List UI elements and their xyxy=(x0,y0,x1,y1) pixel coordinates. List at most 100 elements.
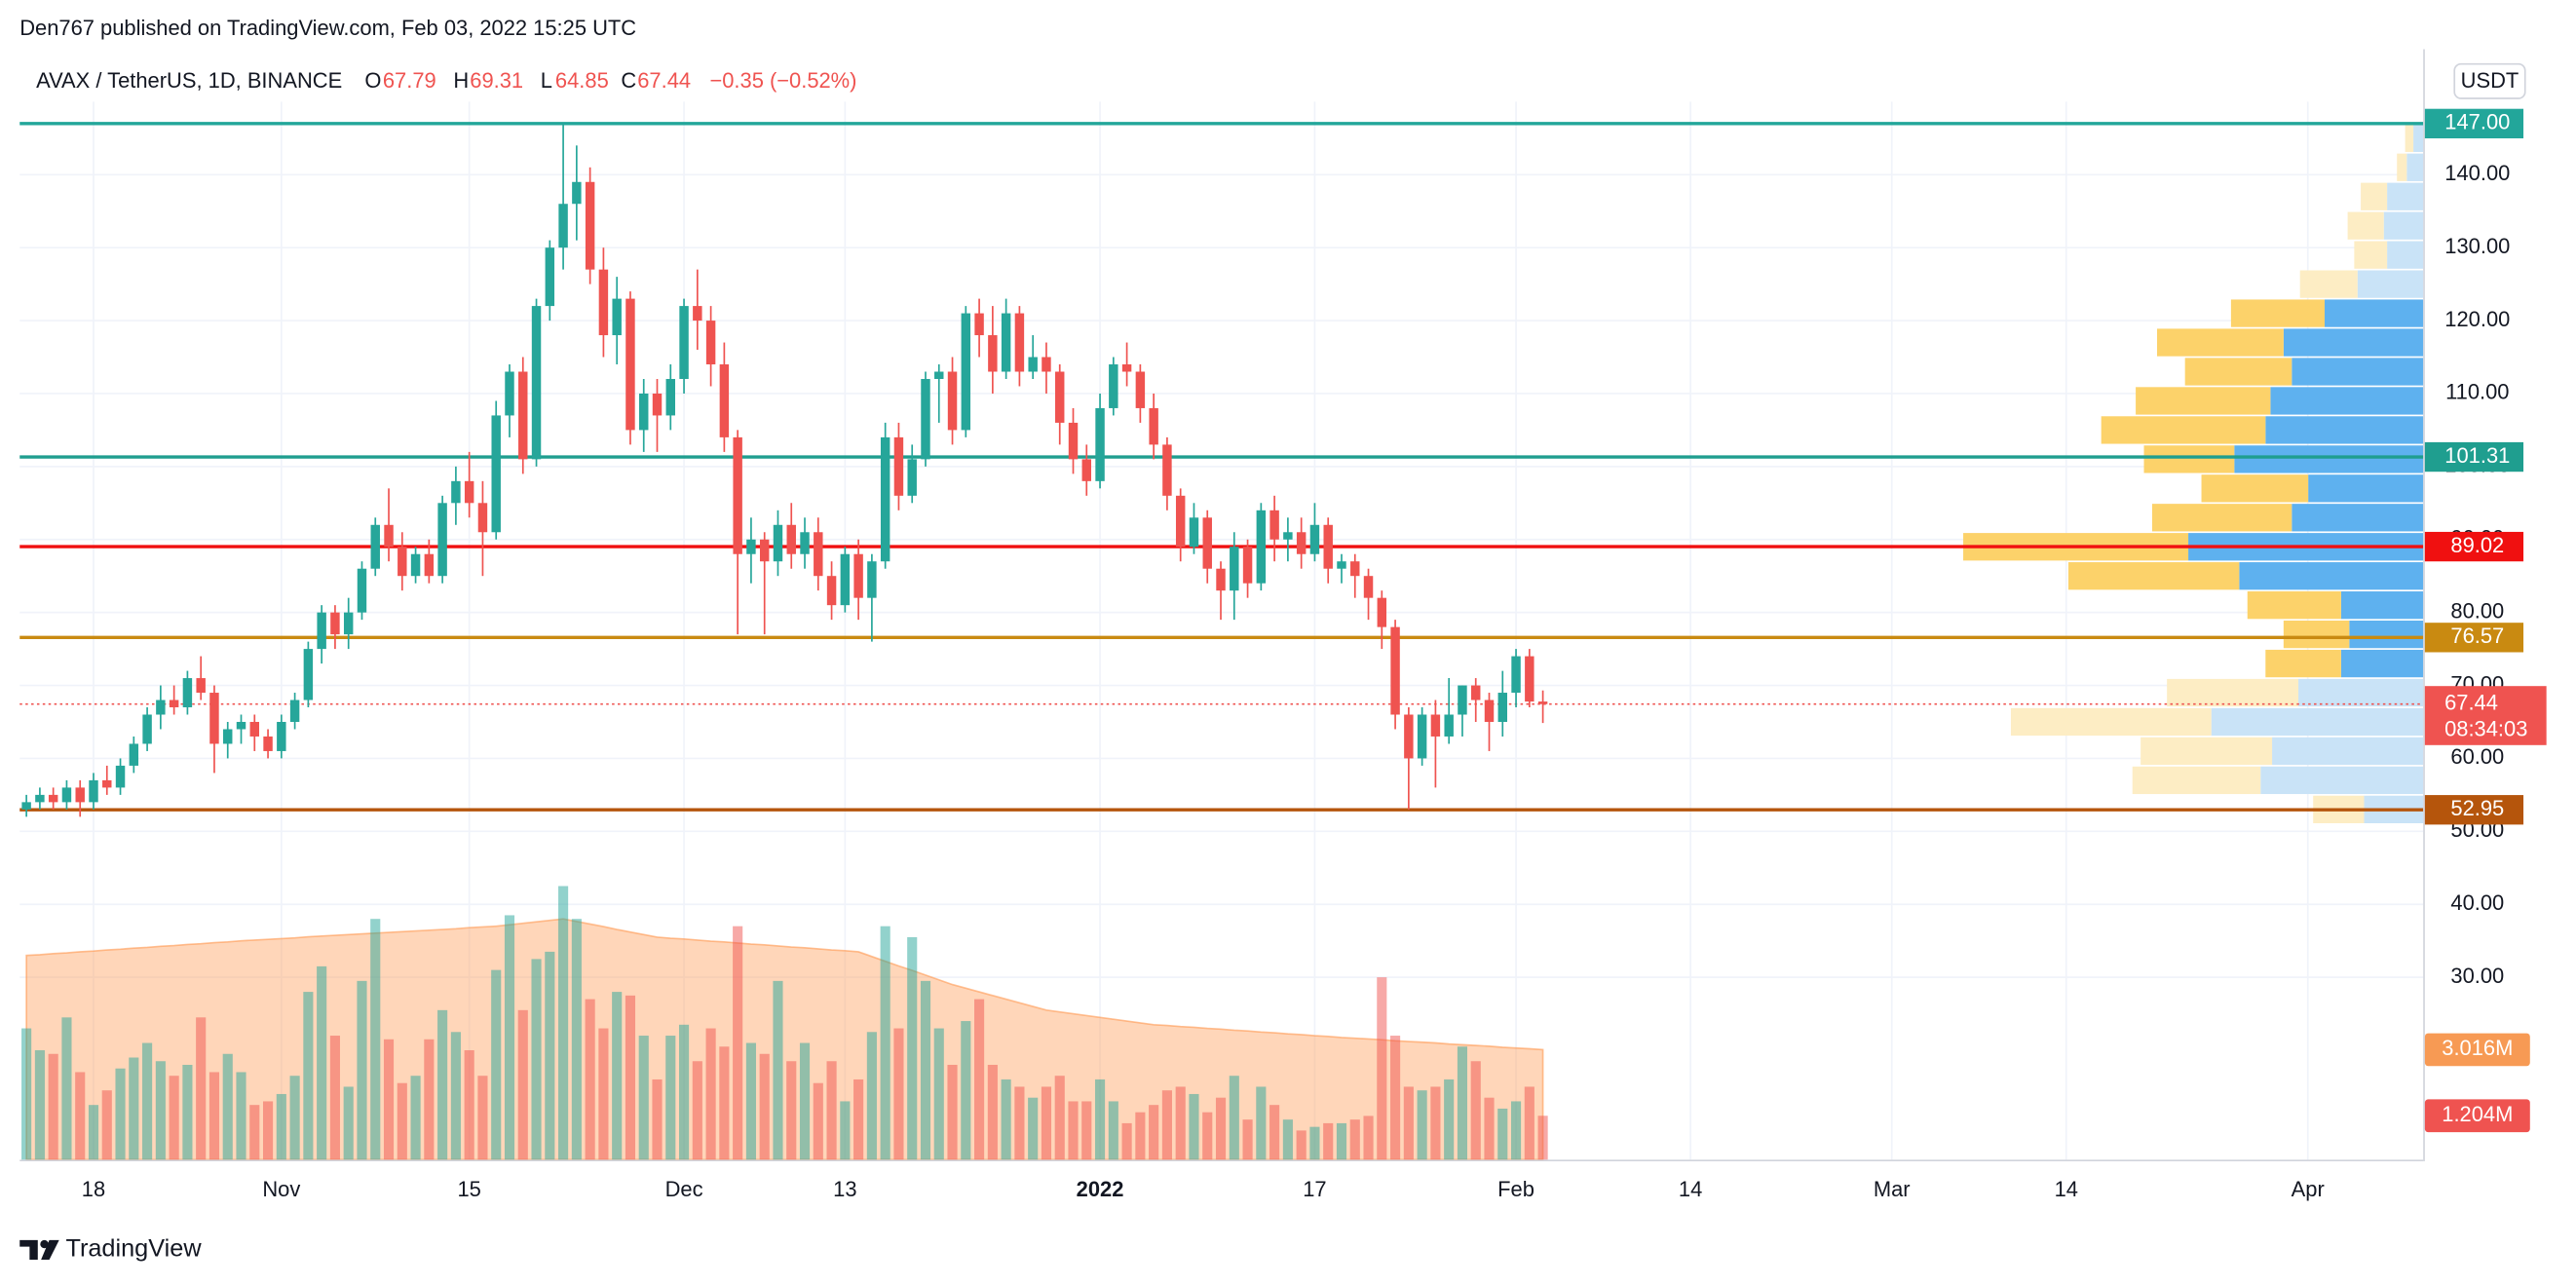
candle-body xyxy=(719,364,730,437)
volume-bar xyxy=(826,1061,837,1160)
volume-bar xyxy=(638,1036,649,1160)
candle-body xyxy=(733,436,742,554)
volume-bar xyxy=(1001,1078,1011,1160)
candle-body xyxy=(693,306,702,322)
volume-bar xyxy=(1229,1076,1239,1160)
brand-name: TradingView xyxy=(65,1235,202,1263)
profile-up xyxy=(2211,707,2424,737)
profile-up xyxy=(2413,124,2424,152)
volume-bar xyxy=(545,951,555,1160)
x-tick-label: Mar xyxy=(1874,1177,1911,1201)
candle-body xyxy=(1109,364,1118,408)
y-tick-label: 110.00 xyxy=(2445,380,2509,404)
volume-bar xyxy=(1202,1112,1213,1160)
volume-bar xyxy=(773,980,783,1160)
last-price-box xyxy=(2424,686,2547,745)
candle-body xyxy=(1135,371,1146,408)
candle-body xyxy=(1242,547,1253,584)
x-tick-label: Nov xyxy=(262,1177,300,1201)
candle-body xyxy=(196,678,206,694)
volume-bar xyxy=(370,919,381,1160)
profile-down xyxy=(2397,153,2407,181)
volume-bar xyxy=(1296,1130,1307,1160)
candle-body xyxy=(974,313,984,336)
profile-down xyxy=(2136,387,2271,415)
candle-body xyxy=(169,700,179,708)
candle-body xyxy=(1162,444,1172,496)
candle-body xyxy=(1149,407,1158,445)
volume-bar xyxy=(1390,1036,1401,1160)
axis: 30.0040.0050.0060.0070.0080.0090.00100.0… xyxy=(82,108,2547,1201)
volume-bar xyxy=(531,959,542,1160)
candle-body xyxy=(1484,700,1495,722)
candle-body xyxy=(384,524,394,548)
candle-body xyxy=(303,649,314,700)
candle-body xyxy=(518,371,528,460)
volume-bar xyxy=(276,1093,286,1160)
level-label: 89.02 xyxy=(2450,533,2504,557)
x-tick-label: 14 xyxy=(1679,1177,1702,1201)
volume-bar xyxy=(437,1009,448,1160)
legend-change: −0.35 (−0.52%) xyxy=(709,68,856,93)
candle-body xyxy=(1055,371,1065,423)
profile-down xyxy=(2151,504,2292,532)
candle-body xyxy=(1309,524,1320,554)
volume-bar xyxy=(1108,1101,1118,1160)
volume-bar xyxy=(1175,1086,1186,1160)
volume-bar xyxy=(343,1086,354,1160)
volume-bar xyxy=(733,926,743,1160)
volume-bar xyxy=(101,1090,112,1160)
candle-body xyxy=(585,181,595,270)
volume-bar xyxy=(1349,1119,1360,1160)
candle-body xyxy=(867,561,877,598)
volume-bar xyxy=(920,980,931,1160)
candle-body xyxy=(35,794,45,803)
candle-body xyxy=(893,436,904,496)
logo-part xyxy=(40,1239,49,1249)
level-label-box xyxy=(2424,441,2524,473)
profile-down xyxy=(2354,241,2388,269)
currency-button[interactable] xyxy=(2453,62,2526,99)
profile-down xyxy=(2247,591,2341,620)
volume-bar xyxy=(142,1042,153,1160)
volume-bar xyxy=(1457,1046,1468,1160)
candle-body xyxy=(491,415,501,533)
volume-bar xyxy=(1537,1116,1548,1160)
volume-bar xyxy=(303,992,314,1160)
profile-up xyxy=(2298,678,2424,707)
profile-down xyxy=(2405,124,2414,152)
candle-body xyxy=(1175,495,1186,548)
y-tick-label: 140.00 xyxy=(2444,161,2510,185)
volume-bar xyxy=(571,919,582,1160)
profile-down xyxy=(2201,474,2309,503)
candle-body xyxy=(1189,517,1199,548)
volume-ma-box xyxy=(2424,1033,2530,1067)
candle-body xyxy=(505,371,514,416)
x-tick-label: 15 xyxy=(457,1177,480,1201)
volume-bar xyxy=(450,1032,461,1160)
legend-open: 67.79 xyxy=(383,68,436,93)
candle-body xyxy=(1095,407,1105,481)
candle-body xyxy=(1230,547,1239,591)
candle-body xyxy=(115,765,126,788)
volume-bar xyxy=(933,1028,944,1160)
candle-body xyxy=(1417,714,1427,759)
currency-label[interactable]: USDT xyxy=(2461,68,2519,93)
volume-bar xyxy=(477,1076,488,1160)
profile-up xyxy=(2234,445,2424,473)
volume-bar xyxy=(424,1039,435,1160)
volume-bar xyxy=(1336,1122,1347,1160)
candle-body xyxy=(142,714,152,744)
candle-body xyxy=(1337,561,1346,569)
x-tick-label: Dec xyxy=(665,1177,703,1201)
candle-body xyxy=(477,503,488,533)
y-tick-label: 120.00 xyxy=(2444,307,2510,331)
candle-body xyxy=(236,721,246,730)
volume-bar xyxy=(196,1017,207,1160)
candle-body xyxy=(545,247,555,307)
candle-body xyxy=(800,532,810,554)
volume-bar xyxy=(987,1064,998,1160)
volume-bar xyxy=(799,1042,811,1160)
volume-bar xyxy=(1256,1086,1267,1160)
